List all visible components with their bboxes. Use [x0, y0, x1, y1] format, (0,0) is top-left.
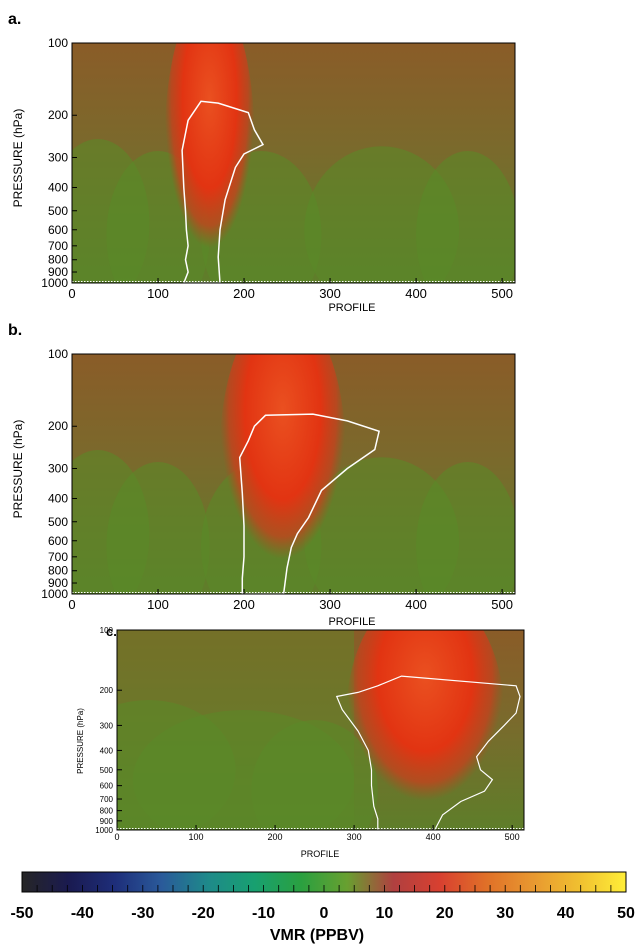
colorbar-tick-label: 20 [436, 905, 454, 922]
contour-line [238, 413, 380, 594]
x-tick-label: 200 [233, 597, 255, 612]
y-tick-label: 400 [48, 180, 68, 194]
plume-high-vmr [219, 354, 346, 594]
y-tick-label: 500 [100, 766, 114, 775]
x-tick-label: 200 [233, 286, 255, 301]
plot-frame [116, 629, 525, 831]
colorbar-ticks [36, 885, 612, 892]
heatmap-plot: 0 100 200 300 400 500 100 200 300 400 500 600 700800… [41, 36, 516, 301]
y-tick-label: 500 [48, 204, 68, 218]
y-tick-label: 500 [48, 515, 68, 529]
x-tick-label: 500 [505, 832, 520, 842]
y-tick-label: 1000 [95, 826, 113, 835]
y-tick-label: 300 [48, 462, 68, 476]
colorbar-tick-label: -40 [71, 905, 94, 922]
y-tick-label: 200 [100, 686, 114, 695]
y-tick-label: 1000 [41, 276, 68, 290]
x-tick-label: 0 [68, 286, 75, 301]
y-axis-label: PRESSURE (hPa) [11, 109, 25, 208]
panel-letter: a. [8, 11, 21, 28]
panel-b: b. PRESSURE (hPa) PROFILE 0 100 200 300 400 5… [8, 322, 516, 628]
y-axis-label: PRESSURE (hPa) [76, 708, 85, 774]
y-tick-label: 600 [48, 534, 68, 548]
x-tick-label: 400 [426, 832, 441, 842]
panel-letter: c. [106, 624, 117, 639]
y-tick-label: 900 [100, 817, 114, 826]
y-tick-label: 700 [48, 550, 68, 564]
y-tick-label: 400 [100, 746, 114, 755]
x-tick-label: 300 [347, 832, 362, 842]
colorbar-tick-label: 30 [496, 905, 514, 922]
low-vmr-region [117, 630, 355, 830]
y-tick-label: 700 [100, 795, 114, 804]
vmr-field [72, 354, 515, 594]
colorbar-tick-label: -20 [192, 905, 215, 922]
x-tick-label: 300 [319, 597, 341, 612]
heatmap-plot: 0 100 200 300 400 500 100 200 300 400 500 600 700800… [41, 347, 516, 612]
colorbar-tick-label: 10 [376, 905, 394, 922]
x-tick-label: 100 [147, 597, 169, 612]
y-axis-label: PRESSURE (hPa) [11, 420, 25, 519]
y-tick-label: 300 [100, 721, 114, 730]
colorbar-tick-label: 50 [617, 905, 635, 922]
colorbar-tick-labels: -50 -40 -30 -20 -10 0 10 20 30 40 50 [10, 905, 635, 922]
x-tick-label: 100 [189, 832, 204, 842]
y-tick-label: 800 [48, 253, 68, 267]
plume-high-vmr [164, 43, 255, 283]
x-tick-label: 500 [491, 286, 513, 301]
y-tick-label: 1000 [41, 587, 68, 601]
low-vmr-region [106, 462, 210, 594]
x-tick-label: 200 [268, 832, 283, 842]
y-tick-label: 200 [48, 419, 68, 433]
colorbar-label: VMR (PPBV) [270, 927, 364, 944]
colorbar-tick-label: -50 [10, 905, 33, 922]
colorbar-tick-label: 0 [320, 905, 329, 922]
y-tick-label: 400 [48, 491, 68, 505]
colorbar: -50 -40 -30 -20 -10 0 10 20 30 40 50 VMR (PPBV) [10, 871, 635, 944]
y-tick-label: 600 [48, 223, 68, 237]
panel-c: c. PRESSURE (hPa) PROFILE 0 100 200 300 400 5… [76, 624, 525, 859]
low-vmr-region [251, 720, 378, 830]
vmr-field [117, 630, 524, 830]
x-axis-label: PROFILE [301, 849, 340, 859]
y-tick-label: 300 [48, 151, 68, 165]
panel-letter: b. [8, 322, 22, 339]
y-tick-label: 800 [48, 564, 68, 578]
colorbar-tick-label: 40 [557, 905, 575, 922]
colorbar-tick-label: -10 [252, 905, 275, 922]
y-tick-label: 600 [100, 782, 114, 791]
x-tick-label: 0 [114, 832, 119, 842]
x-tick-label: 400 [405, 286, 427, 301]
x-tick-label: 0 [68, 597, 75, 612]
y-tick-label: 900 [48, 576, 68, 590]
y-tick-label: 100 [48, 36, 68, 50]
plume-high-vmr [346, 630, 505, 830]
y-tick-label: 100 [48, 347, 68, 361]
contour-line [181, 100, 265, 283]
low-vmr-region [416, 462, 515, 594]
y-tick-label: 900 [48, 265, 68, 279]
plot-frame [71, 42, 516, 284]
contour-line [335, 675, 521, 830]
x-tick-label: 300 [319, 286, 341, 301]
y-tick-label: 700 [48, 239, 68, 253]
y-tick-label: 100 [100, 626, 114, 635]
y-tick-label: 800 [100, 807, 114, 816]
plot-frame [71, 353, 516, 595]
colorbar-tick-label: -30 [131, 905, 154, 922]
x-tick-label: 100 [147, 286, 169, 301]
x-tick-label: 400 [405, 597, 427, 612]
vmr-field [72, 43, 515, 283]
low-vmr-region [416, 151, 515, 283]
y-tick-label: 200 [48, 108, 68, 122]
heatmap-plot: 0 100 200 300 400 500 100 200 300 400 500 600 700 800… [95, 626, 525, 842]
panel-a: a. PRESSURE (hPa) PROFILE 0 100 200 300 400 5… [8, 11, 516, 314]
x-axis-label: PROFILE [328, 302, 375, 314]
x-axis-label: PROFILE [328, 616, 375, 628]
x-tick-label: 500 [491, 597, 513, 612]
